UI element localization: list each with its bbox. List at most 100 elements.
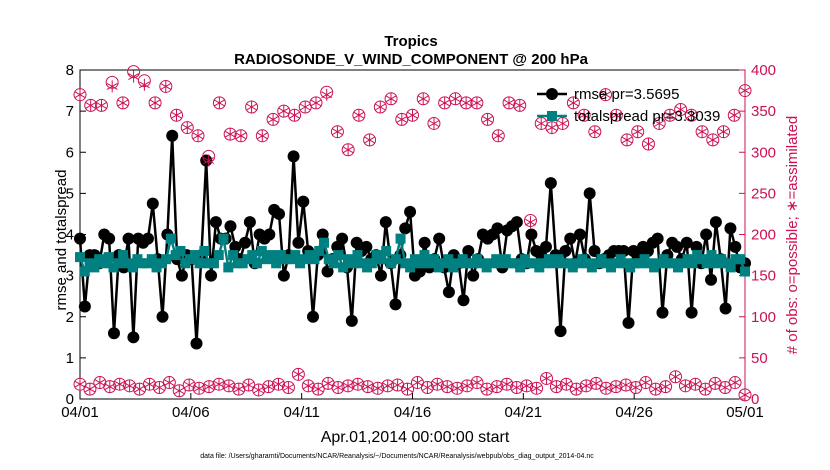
series-1-point-51 — [318, 237, 329, 248]
series-0-point-80 — [462, 244, 475, 257]
series-1-point-128 — [687, 258, 698, 269]
series-1-point-74 — [429, 254, 440, 265]
series-0-point-54 — [336, 232, 349, 245]
series-0-point-74 — [433, 232, 446, 245]
series-5-point-64 — [709, 377, 721, 390]
series-3-point-8 — [160, 80, 172, 93]
series-5-point-2 — [94, 376, 106, 389]
series-5-point-17 — [243, 379, 255, 391]
series-1-point-15 — [146, 254, 157, 265]
series-5-point-51 — [580, 379, 592, 392]
series-1-point-25 — [194, 258, 205, 269]
series-1-point-58 — [352, 250, 363, 261]
y-axis-right-label: # of obs: o=possible; ∗=assimilated — [784, 116, 801, 355]
series-5-point-3 — [104, 380, 116, 393]
series-5-point-45 — [521, 379, 533, 392]
series-5-point-14 — [213, 378, 225, 391]
series-0-point-65 — [389, 298, 402, 311]
series-0-point-112 — [617, 244, 630, 257]
series-1-point-64 — [381, 245, 392, 256]
series-3-point-54 — [653, 117, 665, 130]
series-3-point-48 — [589, 125, 601, 138]
series-3-point-17 — [256, 129, 268, 142]
series-5-point-4 — [114, 378, 126, 391]
x-tick-label-0: 04/01 — [61, 404, 99, 421]
y-tick-label-1: 1 — [66, 350, 74, 367]
series-5-point-52 — [590, 377, 602, 390]
series-3-point-56 — [675, 103, 687, 116]
series-0-point-100 — [559, 244, 572, 257]
x-tick-label-5: 04/26 — [615, 404, 653, 421]
series-1-point-24 — [189, 250, 200, 261]
series-1-point-54 — [333, 250, 344, 261]
x-tick-label-6: 05/01 — [726, 404, 764, 421]
series-3-point-32 — [417, 92, 429, 105]
series-0-point-35 — [243, 216, 256, 229]
series-1-point-92 — [515, 262, 526, 273]
series-0-point-123 — [671, 240, 684, 253]
series-0-point-6 — [103, 232, 116, 245]
series-5-point-0 — [74, 378, 86, 391]
series-1-point-28 — [208, 258, 219, 269]
series-5-point-20 — [273, 378, 284, 391]
chart-title: Tropics — [384, 33, 437, 50]
series-3-point-52 — [632, 125, 644, 138]
series-3-point-36 — [460, 96, 472, 109]
series-3-point-13 — [213, 96, 225, 109]
series-1-point-66 — [390, 254, 401, 265]
series-5-point-24 — [312, 383, 324, 396]
x-tick-label-3: 04/16 — [394, 404, 432, 421]
series-3-point-57 — [685, 109, 697, 122]
series-1-point-45 — [290, 250, 301, 261]
legend: rmse pr=3.5695 totalspread pr=3.3039 — [537, 86, 720, 125]
series-0-point-31 — [224, 220, 237, 233]
series-0-point-11 — [127, 331, 140, 344]
series-3-point-16 — [246, 101, 258, 113]
series-1-point-21 — [175, 245, 186, 256]
series-5-point-33 — [402, 383, 413, 396]
series-3-point-41 — [514, 99, 526, 112]
series-5-point-46 — [531, 382, 543, 395]
series-5-point-53 — [600, 382, 612, 395]
series-3-point-11 — [192, 129, 204, 142]
series-5-point-16 — [233, 383, 245, 396]
series-3-point-9 — [171, 109, 182, 122]
series-3-point-58 — [696, 125, 708, 138]
series-1-point-30 — [218, 233, 229, 244]
series-3-point-53 — [643, 138, 654, 150]
series-3-point-7 — [149, 96, 161, 109]
series-0-point-50 — [316, 228, 329, 241]
series-1-point-139 — [740, 266, 750, 277]
x-axis-label: Apr.01,2014 00:00:00 start — [321, 429, 510, 446]
x-tick-label-4: 04/21 — [505, 404, 543, 421]
series-5-point-49 — [560, 378, 572, 391]
series-3-point-35 — [449, 92, 461, 105]
y-tick-label-3: 3 — [66, 268, 74, 285]
series-3-point-27 — [364, 133, 376, 146]
series-5-point-47 — [541, 372, 552, 385]
series-5-point-54 — [610, 380, 622, 393]
series-5-point-37 — [441, 380, 453, 393]
series-5-point-8 — [153, 381, 165, 394]
series-1-point-8 — [113, 258, 124, 269]
series-5-point-1 — [84, 383, 96, 396]
y-right-tick-label-7: 350 — [751, 103, 776, 120]
series-5-point-58 — [650, 383, 662, 396]
series-0-point-119 — [651, 232, 664, 245]
series-0-point-101 — [564, 232, 577, 245]
series-3-point-49 — [600, 88, 612, 101]
series-3-point-37 — [471, 96, 483, 109]
y-right-tick-label-2: 100 — [751, 309, 776, 326]
y-right-tick-label-3: 150 — [751, 268, 776, 285]
series-0-point-7 — [107, 327, 120, 340]
y-tick-label-2: 2 — [66, 309, 74, 326]
series-0-point-62 — [374, 269, 387, 282]
series-1-point-138 — [735, 254, 746, 265]
series-3-point-40 — [503, 96, 515, 109]
series-1-point-40 — [266, 250, 277, 261]
series-1-point-69 — [405, 262, 416, 273]
series-5-point-36 — [431, 378, 443, 391]
series-1-point-53 — [328, 258, 339, 269]
series-1-point-36 — [247, 250, 258, 261]
